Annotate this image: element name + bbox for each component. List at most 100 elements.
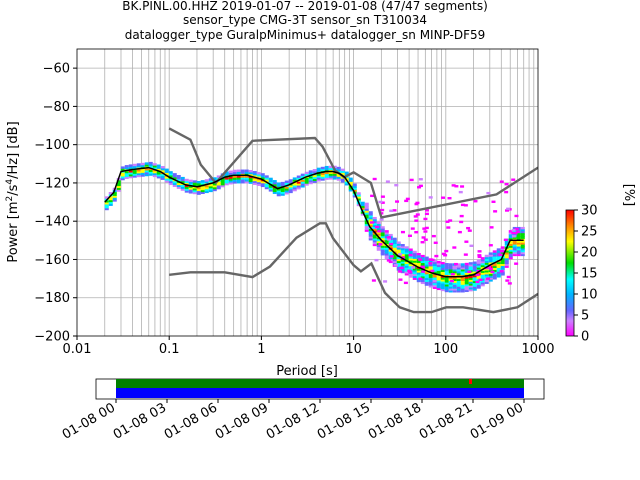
pdf-cell xyxy=(420,256,425,260)
pdf-cell xyxy=(444,278,449,281)
pdf-cell xyxy=(480,260,485,264)
pdf-cell xyxy=(452,288,457,291)
pdf-cell xyxy=(172,176,177,180)
pdf-cell xyxy=(499,180,504,183)
pdf-cell xyxy=(492,263,497,267)
pdf-cell xyxy=(416,253,421,256)
pdf-cell xyxy=(176,186,181,189)
pdf-cell xyxy=(396,256,401,260)
pdf-cell xyxy=(372,222,377,226)
x-tick-label: 0.01 xyxy=(63,342,92,357)
pdf-cell xyxy=(420,275,425,279)
pdf-cell xyxy=(488,273,493,276)
pdf-cell xyxy=(156,176,161,179)
pdf-cell xyxy=(408,273,413,276)
pdf-cell xyxy=(458,190,463,194)
pdf-cell xyxy=(444,264,449,268)
pdf-cell xyxy=(216,181,221,184)
timeline-tick-label: 01-08 00 xyxy=(60,400,118,442)
pdf-cell xyxy=(504,252,509,255)
pdf-cell xyxy=(104,203,109,207)
pdf-cell xyxy=(440,279,445,282)
pdf-cell xyxy=(408,253,413,257)
pdf-cell xyxy=(384,251,389,254)
pdf-cell xyxy=(124,174,129,178)
pdf-cell xyxy=(436,260,441,264)
pdf-cell xyxy=(448,219,453,222)
pdf-cell xyxy=(208,185,213,189)
pdf-cell xyxy=(505,209,510,212)
pdf-cell xyxy=(424,256,429,259)
pdf-cell xyxy=(480,282,485,285)
pdf-cell xyxy=(480,266,485,270)
pdf-cell xyxy=(352,187,357,190)
pdf-cell xyxy=(152,174,157,178)
pdf-cell xyxy=(456,269,461,272)
y-tick-label: −160 xyxy=(34,253,70,268)
pdf-cell xyxy=(248,173,253,177)
pdf-cell xyxy=(440,277,445,280)
pdf-cell xyxy=(308,172,313,175)
pdf-cell xyxy=(468,262,473,265)
pdf-cell xyxy=(224,173,229,176)
pdf-cell xyxy=(196,180,201,184)
pdf-cell xyxy=(312,180,317,183)
pdf-cell xyxy=(120,166,125,169)
pdf-cell xyxy=(212,186,217,190)
pdf-cell xyxy=(484,268,489,271)
pdf-cell xyxy=(184,180,189,184)
pdf-cell xyxy=(472,278,477,282)
pdf-cell xyxy=(400,263,405,266)
pdf-cell xyxy=(260,173,265,176)
pdf-cell xyxy=(492,252,497,255)
pdf-cell xyxy=(168,180,173,184)
pdf-cell xyxy=(484,256,489,260)
pdf-cell xyxy=(432,261,437,265)
pdf-cell xyxy=(152,167,157,170)
pdf-cell xyxy=(424,277,429,281)
pdf-cell xyxy=(412,269,417,273)
pdf-cell xyxy=(192,187,197,191)
pdf-cell xyxy=(232,179,237,182)
pdf-cell xyxy=(376,244,381,247)
pdf-cell xyxy=(456,282,461,285)
pdf-cell xyxy=(424,226,429,230)
pdf-cell xyxy=(443,254,448,257)
x-tick-label: 100 xyxy=(433,342,458,357)
pdf-cell xyxy=(416,279,421,283)
pdf-cell xyxy=(457,230,462,234)
timeline-tick-label: 01-08 06 xyxy=(162,400,220,442)
pdf-cell xyxy=(512,253,517,257)
pdf-cell xyxy=(444,272,449,275)
pdf-cell xyxy=(472,271,477,274)
pdf-cell xyxy=(348,181,353,184)
pdf-cell xyxy=(504,261,509,265)
pdf-cell xyxy=(352,189,357,192)
pdf-cell xyxy=(260,182,265,186)
pdf-cell xyxy=(172,184,177,188)
pdf-cell xyxy=(372,226,377,229)
chart-title-line-3: datalogger_type GuralpMinimus+ datalogge… xyxy=(125,28,486,42)
pdf-cell xyxy=(504,190,509,194)
pdf-cell xyxy=(448,276,453,280)
pdf-cell xyxy=(164,176,169,179)
pdf-cell xyxy=(432,275,437,278)
pdf-cell xyxy=(200,180,205,183)
pdf-cell xyxy=(379,218,384,221)
pdf-cell xyxy=(514,262,519,265)
pdf-cell xyxy=(296,183,301,186)
pdf-cell xyxy=(324,165,329,169)
pdf-cell xyxy=(424,271,429,275)
pdf-cell xyxy=(496,275,501,278)
pdf-cell xyxy=(452,269,457,272)
pdf-cell xyxy=(403,281,408,285)
pdf-cell xyxy=(396,258,401,262)
pdf-cell xyxy=(508,230,513,233)
pdf-cell xyxy=(383,280,388,283)
pdf-cell xyxy=(336,178,341,181)
pdf-cell xyxy=(516,234,521,237)
x-tick-label: 1 xyxy=(257,342,265,357)
pdf-cell xyxy=(464,262,469,266)
pdf-cell xyxy=(432,267,437,270)
pdf-cell xyxy=(360,201,365,205)
